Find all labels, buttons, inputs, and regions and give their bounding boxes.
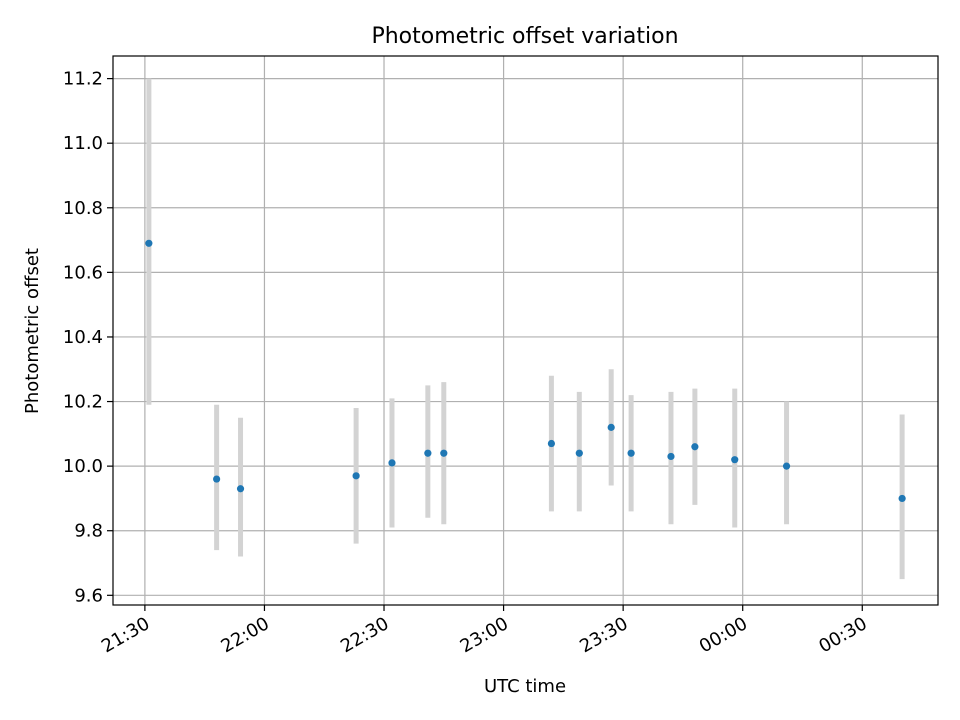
y-tick-label: 9.6 <box>74 585 103 606</box>
y-tick-label: 11.2 <box>63 69 103 90</box>
data-point <box>691 443 699 451</box>
data-point <box>440 449 448 457</box>
data-point <box>898 494 906 503</box>
plot-frame <box>112 55 939 606</box>
chart-title: Photometric offset variation <box>371 24 678 49</box>
y-axis-ticks: 9.6 9.8 10.0 10.2 10.4 10.6 10.8 11.0 11.2 <box>63 69 113 606</box>
data-point <box>782 462 791 470</box>
data-point <box>667 452 675 461</box>
y-tick-label: 9.8 <box>74 521 103 542</box>
data-point <box>547 439 556 448</box>
y-tick-label: 10.2 <box>63 392 103 413</box>
y-tick-label: 10.0 <box>63 456 103 477</box>
data-point <box>388 459 396 467</box>
y-tick-label: 10.6 <box>63 262 103 283</box>
data-point <box>424 449 432 457</box>
y-tick-label: 10.4 <box>63 327 103 348</box>
data-point <box>236 485 245 493</box>
data-point <box>352 472 360 480</box>
y-axis-label: Photometric offset <box>22 248 43 414</box>
data-point <box>575 449 583 457</box>
data-point <box>627 449 635 457</box>
data-point <box>731 456 739 464</box>
data-point <box>213 475 221 483</box>
y-tick-label: 10.8 <box>63 198 103 219</box>
x-axis-label: UTC time <box>484 676 566 697</box>
data-point <box>607 423 615 431</box>
data-points <box>145 239 906 503</box>
grid <box>113 56 938 605</box>
y-tick-label: 11.0 <box>63 133 103 154</box>
data-point <box>145 239 153 247</box>
